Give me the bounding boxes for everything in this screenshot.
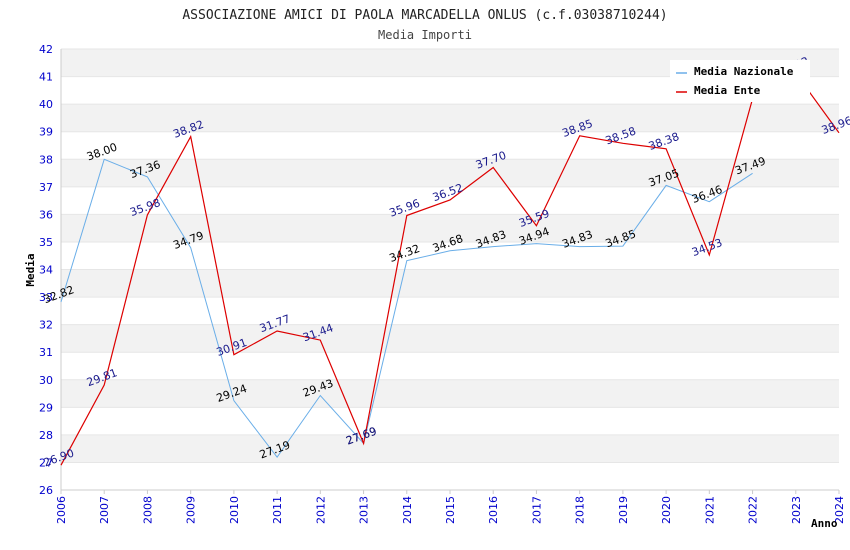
- x-tick-label: 2017: [530, 496, 543, 524]
- x-tick-label: 2010: [228, 496, 241, 524]
- x-tick-label: 2019: [617, 496, 630, 524]
- x-tick-label: 2015: [444, 496, 457, 524]
- x-tick-label: 2024: [833, 496, 846, 524]
- y-tick-label: 27: [39, 456, 53, 469]
- chart-title: ASSOCIAZIONE AMICI DI PAOLA MARCADELLA O…: [182, 8, 667, 23]
- series-line-nazionale: [60, 158, 753, 459]
- data-label-ente: 38.38: [647, 130, 681, 153]
- y-tick-label: 41: [39, 71, 53, 84]
- y-tick-label: 26: [39, 484, 53, 497]
- grid-band: [61, 324, 839, 353]
- x-tick-label: 2016: [487, 496, 500, 524]
- legend: Media Nazionale Media Ente: [670, 60, 810, 102]
- x-tick-label: 2008: [141, 496, 154, 524]
- legend-box: [670, 60, 810, 102]
- y-tick-label: 34: [39, 264, 53, 277]
- x-tick-label: 2023: [790, 496, 803, 524]
- x-tick-label: 2020: [660, 496, 673, 524]
- grid-band: [61, 434, 839, 463]
- x-tick-label: 2014: [401, 496, 414, 524]
- data-label-nazionale: 32.82: [42, 283, 76, 306]
- grid-band: [61, 269, 839, 298]
- y-tick-label: 28: [39, 429, 53, 442]
- chart-subtitle: Media Importi: [378, 28, 472, 42]
- grid-band: [61, 104, 839, 132]
- y-tick-label: 30: [39, 374, 53, 387]
- y-tick-label: 40: [39, 98, 53, 111]
- legend-label-ente: Media Ente: [694, 84, 761, 97]
- grid-bands: [61, 48, 839, 491]
- x-tick-label: 2021: [703, 496, 716, 524]
- y-tick-label: 33: [39, 291, 53, 304]
- x-tick-label: 2011: [271, 496, 284, 524]
- data-label-ente: 26.90: [42, 446, 76, 469]
- x-tick-label: 2022: [747, 496, 760, 524]
- y-axis-label: Media: [24, 253, 37, 286]
- y-tick-label: 37: [39, 181, 53, 194]
- y-tick-label: 29: [39, 401, 53, 414]
- y-tick-label: 35: [39, 236, 53, 249]
- legend-label-nazionale: Media Nazionale: [694, 65, 794, 78]
- grid-band: [61, 214, 839, 242]
- x-tick-label: 2009: [185, 496, 198, 524]
- y-tick-label: 42: [39, 43, 53, 56]
- x-tick-label: 2006: [55, 496, 68, 524]
- x-tick-label: 2007: [98, 496, 111, 524]
- y-tick-label: 32: [39, 319, 53, 332]
- x-tick-label: 2012: [314, 496, 327, 524]
- x-tick-label: 2013: [358, 496, 371, 524]
- grid-band: [61, 379, 839, 408]
- y-tick-label: 38: [39, 153, 53, 166]
- y-axis-ticks: 26 27 28 29 30 31 32 33 34 35 36 37 38 39 40 41 42: [39, 43, 53, 497]
- grid-band: [61, 159, 839, 187]
- series-lines: [60, 72, 840, 466]
- y-tick-label: 36: [39, 208, 53, 221]
- y-tick-label: 39: [39, 126, 53, 139]
- data-label-nazionale: 34.32: [388, 242, 422, 265]
- x-tick-label: 2018: [574, 496, 587, 524]
- series-line-ente: [60, 72, 840, 466]
- x-axis-ticks: 2006 2007 2008 2009 2010 2011 2012 2013 2014 2015…: [55, 490, 846, 524]
- y-tick-label: 31: [39, 346, 53, 359]
- x-axis-label: Anno: [811, 517, 838, 530]
